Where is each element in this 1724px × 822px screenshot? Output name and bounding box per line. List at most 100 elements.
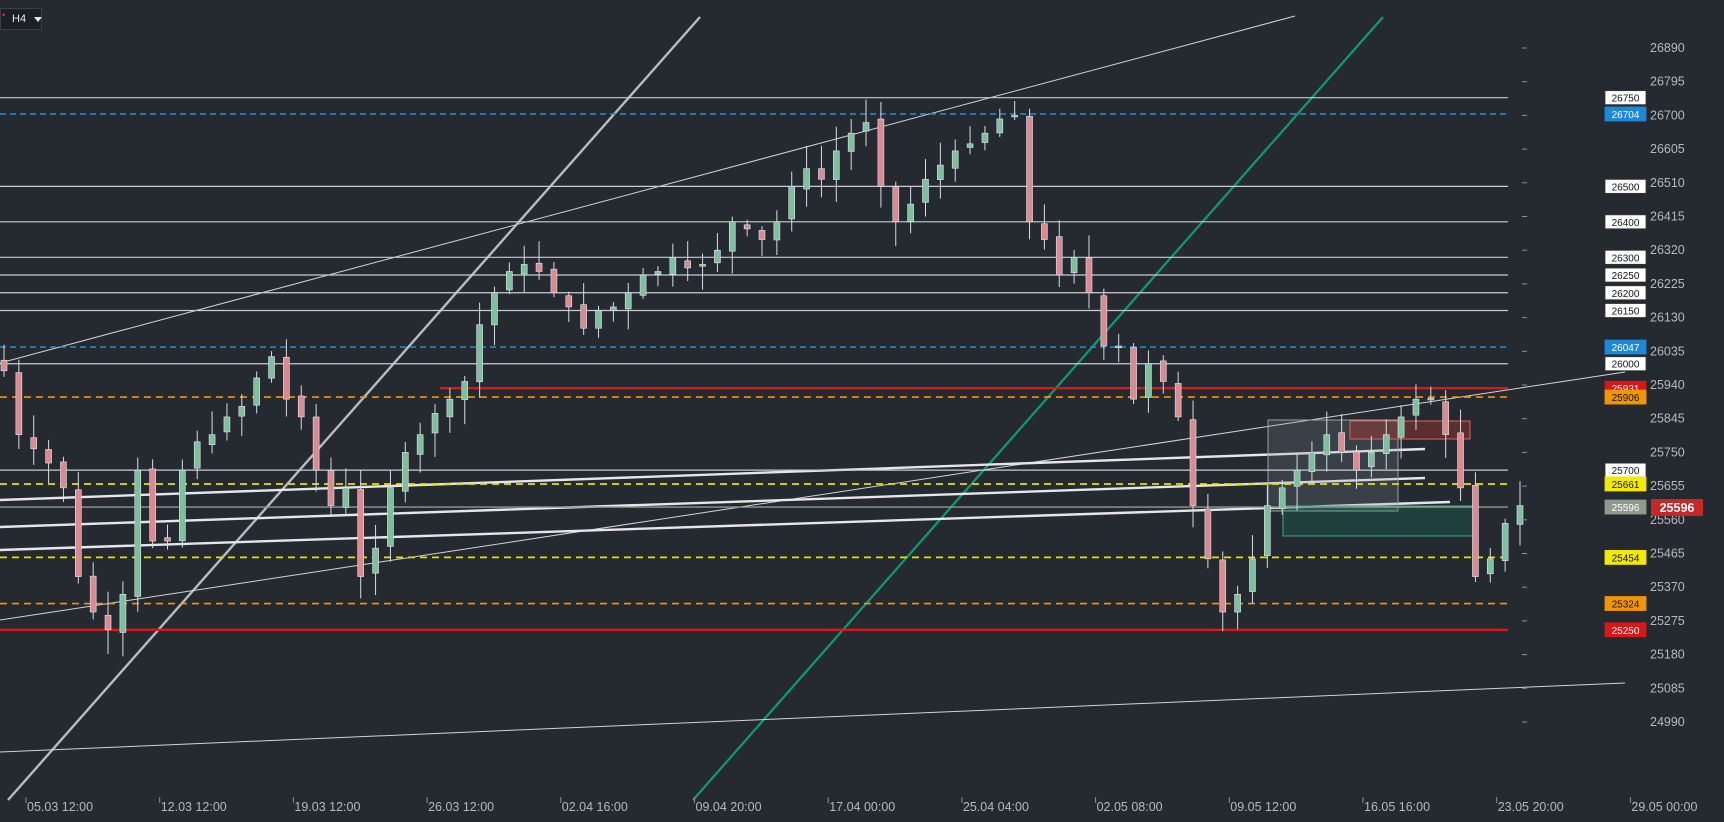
x-tick-label: 19.03 12:00 <box>294 800 360 814</box>
candle-body <box>268 356 275 379</box>
candle-body <box>416 434 424 455</box>
candle-body <box>134 469 142 597</box>
candle-body <box>506 271 513 291</box>
candle-body <box>1442 401 1449 435</box>
candle-body <box>966 143 974 148</box>
candle-body <box>431 413 439 434</box>
candle-body <box>223 416 231 433</box>
candle-body <box>342 487 350 508</box>
candle <box>847 118 855 170</box>
candle <box>892 181 900 247</box>
candle-body <box>788 186 796 220</box>
candle <box>208 411 216 454</box>
level-tag-26400: 26400 <box>1604 214 1647 230</box>
candle-body <box>1204 508 1212 560</box>
level-tag-26000: 26000 <box>1604 356 1647 372</box>
level-tag-25596: 25596 <box>1604 499 1647 515</box>
timeframe-label: H4 <box>12 13 27 25</box>
candle-body <box>743 224 751 230</box>
y-tick-label: 25275 <box>1650 614 1685 628</box>
level-tag-text: 25661 <box>1612 480 1640 491</box>
candle <box>461 376 469 425</box>
candle-body <box>1011 115 1018 118</box>
candle <box>119 581 127 657</box>
level-tag-box <box>1604 285 1647 301</box>
candle <box>1486 547 1494 583</box>
zone-green <box>1282 505 1474 537</box>
candle <box>1472 472 1479 582</box>
candle-body <box>922 178 929 203</box>
candle <box>937 142 944 199</box>
x-tick-label: 26.03 12:00 <box>428 800 494 814</box>
candle <box>996 108 1004 137</box>
candle <box>446 387 454 433</box>
level-tag-box <box>1604 267 1647 283</box>
candle <box>1442 390 1449 458</box>
zone-gray <box>1267 419 1399 512</box>
timeframe-selector[interactable]: • H4 <box>0 8 43 30</box>
candle-body <box>1159 360 1167 382</box>
candle-body <box>714 249 721 264</box>
candle-body <box>610 306 617 311</box>
candle <box>833 126 840 202</box>
candle <box>1174 371 1182 422</box>
level-tag-text: 25596 <box>1612 503 1640 514</box>
y-tick-label: 25750 <box>1650 445 1685 459</box>
level-tag-25250: 25250 <box>1604 622 1647 638</box>
candle-body <box>1249 558 1256 592</box>
candle-body <box>1055 236 1063 276</box>
candle <box>1412 384 1420 430</box>
candle-body <box>1085 257 1093 294</box>
y-tick-label: 26035 <box>1650 344 1685 358</box>
level-tag-text: 26400 <box>1612 218 1640 229</box>
candle <box>550 262 558 298</box>
candle <box>1382 419 1390 470</box>
candle <box>1308 441 1316 483</box>
candle-body <box>1130 346 1137 400</box>
level-tag-box <box>1604 106 1647 122</box>
candle-body <box>1115 345 1123 349</box>
candle-body <box>595 310 602 329</box>
candle <box>1159 355 1167 394</box>
candle <box>699 253 706 290</box>
trendline-upper <box>0 15 1296 364</box>
level-tag-text: 26047 <box>1612 343 1640 354</box>
candle <box>773 210 781 256</box>
axes-layer: 26890 26795 26700 26605 26510 26415 26320 26225… <box>25 41 1697 814</box>
candle-body <box>1397 416 1405 438</box>
candle <box>1427 386 1435 405</box>
level-tag-text: 25700 <box>1612 466 1640 477</box>
candle <box>1397 405 1405 459</box>
candle-body <box>297 395 305 418</box>
trendline-steep <box>7 16 701 801</box>
candle-body <box>639 274 647 296</box>
y-tick-label: 25560 <box>1650 513 1685 527</box>
candle <box>238 394 246 436</box>
level-tag-box <box>1604 499 1647 515</box>
x-tick-label: 09.04 20:00 <box>696 800 762 814</box>
candle <box>1026 108 1033 240</box>
y-tick-label: 26225 <box>1650 277 1685 291</box>
candle <box>818 145 825 198</box>
candle-body <box>1070 256 1078 273</box>
candle <box>45 439 52 484</box>
x-tick-label: 05.03 12:00 <box>27 800 93 814</box>
y-tick-label: 25465 <box>1650 547 1685 561</box>
x-tick-label: 02.05 08:00 <box>1097 800 1163 814</box>
candle-body <box>1264 505 1271 556</box>
candle <box>401 441 409 503</box>
candle-body <box>446 398 454 418</box>
candle <box>372 524 379 596</box>
candle <box>416 422 424 473</box>
y-tick-label: 26510 <box>1650 176 1685 190</box>
candle-body <box>892 186 900 223</box>
candle-body <box>847 132 855 152</box>
candle <box>535 241 543 280</box>
level-tag-text: 26300 <box>1612 253 1640 264</box>
candle <box>803 145 810 207</box>
candle-body <box>1457 432 1464 489</box>
level-tag-text: 25454 <box>1612 553 1640 564</box>
candle <box>951 139 959 182</box>
candle-body <box>89 575 97 613</box>
